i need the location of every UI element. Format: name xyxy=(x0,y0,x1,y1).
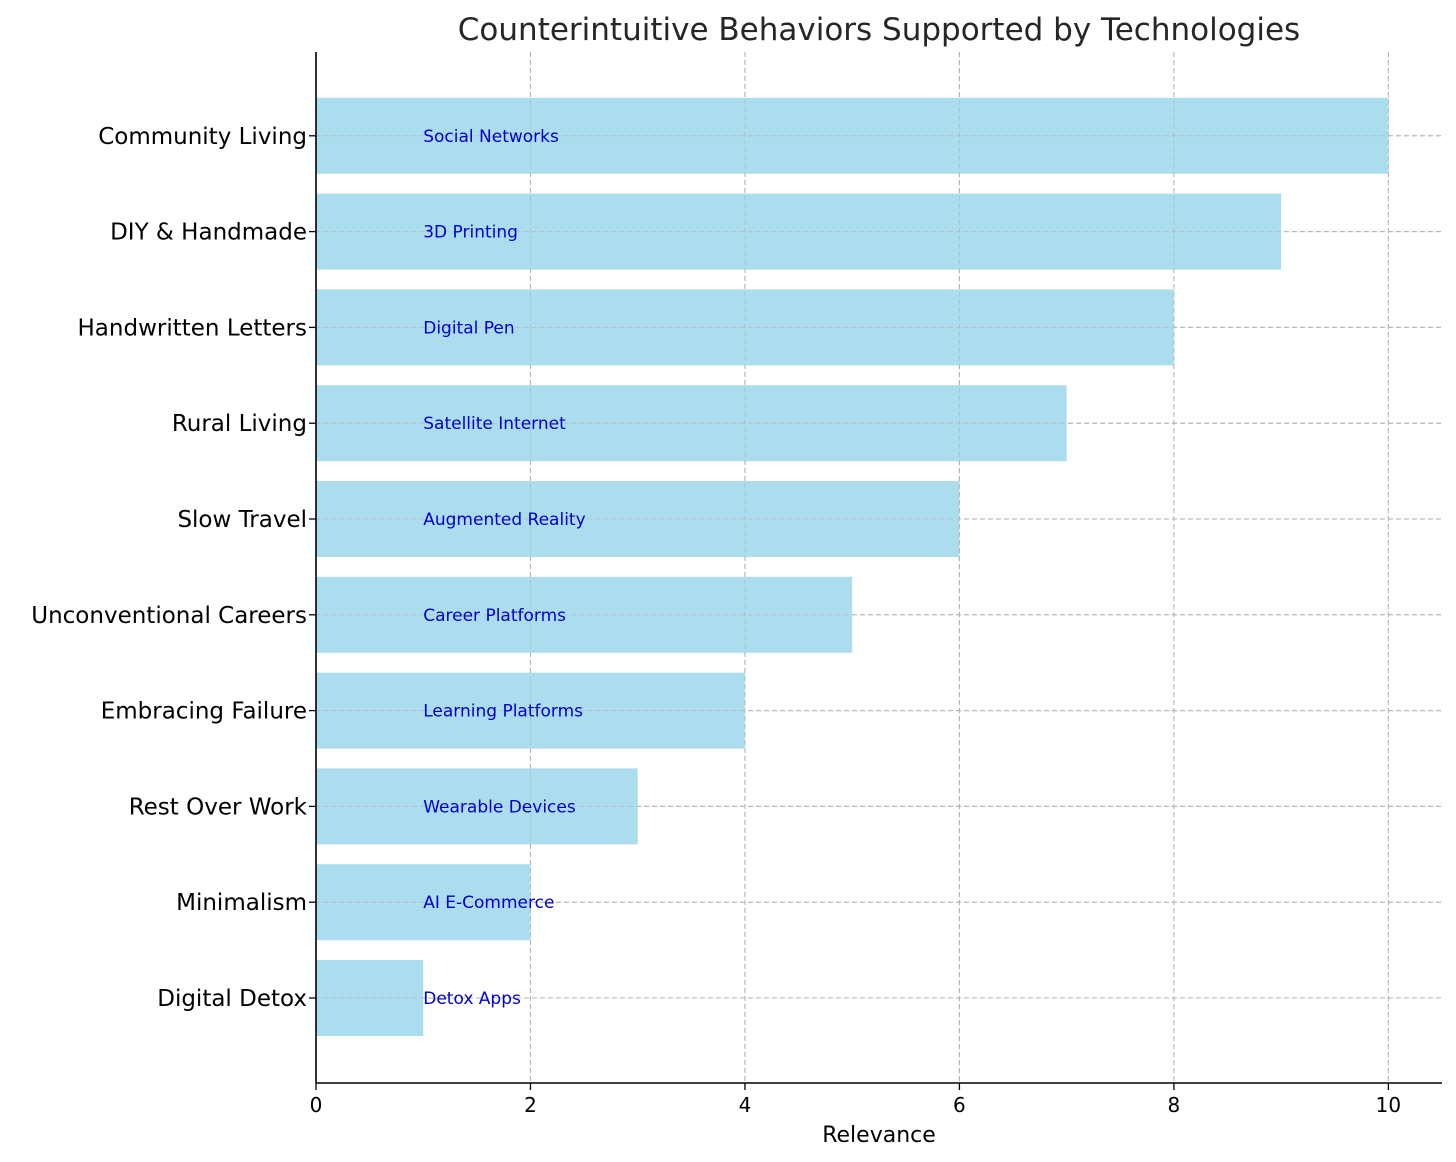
y-tick-label: Rural Living xyxy=(172,411,307,437)
bar-label: Augmented Reality xyxy=(423,510,585,530)
x-tick-label: 10 xyxy=(1376,1093,1401,1117)
y-tick-label: Embracing Failure xyxy=(101,699,307,725)
y-tick-label: Digital Detox xyxy=(157,986,307,1012)
bar-label: AI E-Commerce xyxy=(423,893,554,913)
y-tick-label: Handwritten Letters xyxy=(78,315,307,341)
x-tick-label: 2 xyxy=(524,1093,537,1117)
chart-title: Counterintuitive Behaviors Supported by … xyxy=(458,12,1300,48)
bar-label: Social Networks xyxy=(423,127,559,147)
x-tick-label: 8 xyxy=(1168,1093,1181,1117)
y-tick-label: Minimalism xyxy=(176,890,307,916)
bar-label: Wearable Devices xyxy=(423,797,576,817)
x-axis-ticks: 0 2 4 6 8 10 xyxy=(310,1083,1401,1117)
y-tick-label: Rest Over Work xyxy=(129,794,308,820)
bar-label: Career Platforms xyxy=(423,606,566,626)
x-axis-label: Relevance xyxy=(822,1123,936,1148)
x-tick-label: 4 xyxy=(739,1093,752,1117)
y-tick-label: Community Living xyxy=(98,124,307,150)
x-tick-label: 6 xyxy=(953,1093,966,1117)
y-tick-label: Slow Travel xyxy=(177,507,307,533)
bar-label: Detox Apps xyxy=(423,989,521,1009)
y-tick-label: DIY & Handmade xyxy=(110,220,307,246)
bar-label: 3D Printing xyxy=(423,223,518,243)
bar-label: Learning Platforms xyxy=(423,702,583,722)
y-tick-label: Unconventional Careers xyxy=(31,603,307,629)
bar-label: Digital Pen xyxy=(423,318,514,338)
x-tick-label: 0 xyxy=(310,1093,323,1117)
y-axis-ticks: Digital Detox Minimalism Rest Over Work Emb… xyxy=(31,124,316,1012)
bar-labels: Detox Apps AI E-Commerce Wearable Devices L… xyxy=(423,127,585,1009)
bar-label: Satellite Internet xyxy=(423,414,566,434)
axes xyxy=(315,52,1442,1084)
